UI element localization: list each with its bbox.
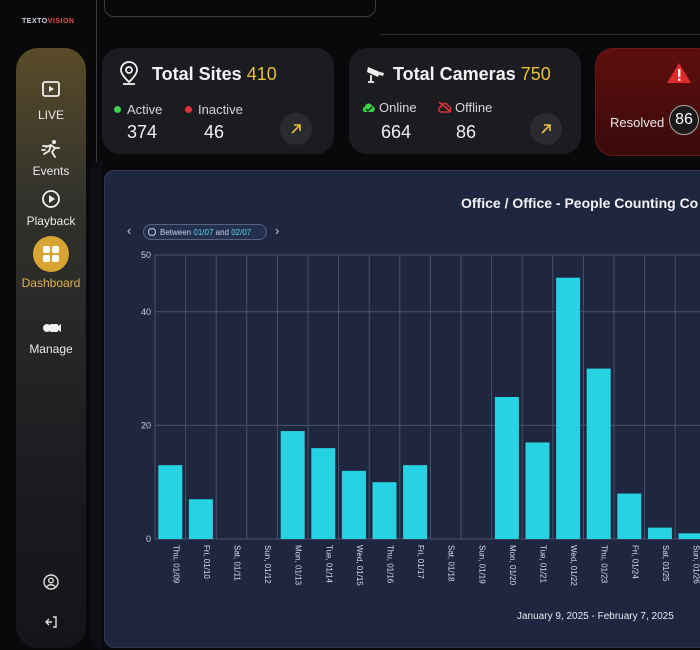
sidebar-item-label: Dashboard — [16, 276, 86, 290]
chart-date-range-footer: January 9, 2025 - February 7, 2025 — [517, 611, 674, 622]
logout-icon[interactable] — [43, 614, 59, 630]
sidebar: LIVE Events Playback — [16, 48, 86, 648]
alerts-card: Resolved 86 — [595, 48, 700, 156]
x-tick-label: Sun, 01/12 — [263, 545, 272, 584]
x-tick-label: Mon, 01/20 — [508, 545, 517, 586]
location-pin-icon — [118, 60, 140, 86]
offline-cameras-label-text: Offline — [455, 100, 492, 115]
chart-bar[interactable] — [311, 448, 335, 539]
panel-shadow — [90, 160, 102, 650]
x-tick-label: Wed, 01/15 — [355, 545, 364, 586]
chart-bar[interactable] — [617, 494, 641, 539]
x-tick-label: Thu, 01/09 — [171, 545, 180, 584]
active-sites-label: Active — [114, 102, 162, 117]
chart-bar[interactable] — [587, 369, 611, 539]
y-tick-label: 0 — [146, 534, 151, 544]
chart-bar[interactable] — [526, 442, 550, 539]
inactive-sites-label-text: Inactive — [198, 102, 243, 117]
x-tick-label: Wed, 01/22 — [569, 545, 578, 586]
active-sites-value: 374 — [127, 122, 157, 143]
active-sites-label-text: Active — [127, 102, 162, 117]
chart-bar[interactable] — [403, 465, 427, 539]
user-icon[interactable] — [43, 574, 59, 590]
sidebar-item-label: LIVE — [16, 108, 86, 122]
chart-bar[interactable] — [679, 533, 700, 539]
brand-logo-part2: VISION — [48, 18, 75, 25]
cctv-icon — [365, 60, 387, 86]
chart-panel: Office / Office - People Counting Co ‹ B… — [104, 170, 700, 648]
online-cameras-label-text: Online — [379, 100, 417, 115]
total-cameras-title: Total Cameras 750 — [393, 64, 551, 85]
offline-cameras-label: Offline — [437, 100, 492, 115]
x-tick-label: Thu, 01/23 — [600, 545, 609, 584]
total-cameras-label: Total Cameras — [393, 64, 516, 84]
arrow-up-right-icon — [540, 123, 552, 135]
sidebar-item-live[interactable]: LIVE — [16, 78, 86, 122]
offline-cameras-value: 86 — [456, 122, 476, 143]
camera-icon — [40, 316, 62, 338]
sites-open-button[interactable] — [280, 113, 312, 145]
active-dot-icon — [114, 106, 121, 113]
brand-logo-part1: TEXTO — [22, 18, 48, 25]
x-tick-label: Sun, 01/26 — [692, 545, 700, 584]
brand-logo: TEXTOVISION — [22, 18, 74, 25]
grid-icon — [33, 236, 69, 272]
y-tick-label: 20 — [141, 420, 151, 430]
cloud-online-icon — [361, 101, 377, 113]
sidebar-item-dashboard[interactable]: Dashboard — [16, 236, 86, 290]
top-search-bar[interactable] — [104, 0, 376, 17]
total-sites-title: Total Sites 410 — [152, 64, 277, 85]
x-tick-label: Sat, 01/11 — [233, 545, 242, 581]
cloud-offline-icon — [437, 101, 453, 113]
online-cameras-value: 664 — [381, 122, 411, 143]
x-tick-label: Sun, 01/19 — [477, 545, 486, 584]
sidebar-item-label: Playback — [16, 214, 86, 228]
chart-bar[interactable] — [556, 278, 580, 539]
inactive-sites-label: Inactive — [185, 102, 243, 117]
sidebar-item-label: Events — [16, 164, 86, 178]
online-cameras-label: Online — [361, 100, 417, 115]
sidebar-item-label: Manage — [16, 342, 86, 356]
people-count-chart: 0 20 40 50 Thu, 01/09 Fri, 01/10 Sat, 01/11 Sun… — [105, 171, 700, 647]
x-tick-label: Thu, 01/16 — [386, 545, 395, 584]
x-tick-label: Sat, 01/18 — [447, 545, 456, 582]
chart-bar[interactable] — [373, 482, 397, 539]
sidebar-item-events[interactable]: Events — [16, 138, 86, 178]
x-tick-label: Mon, 01/13 — [294, 545, 303, 586]
chart-bar[interactable] — [158, 465, 182, 539]
total-sites-card: Total Sites 410 Active 374 Inactive 46 — [102, 48, 334, 154]
arrow-up-right-icon — [290, 123, 302, 135]
resolved-value[interactable]: 86 — [669, 105, 699, 135]
chart-bar[interactable] — [495, 397, 519, 539]
chart-bar[interactable] — [281, 431, 305, 539]
x-tick-label: Fri, 01/24 — [630, 545, 639, 579]
resolved-label: Resolved — [610, 115, 664, 130]
x-tick-label: Sat, 01/25 — [661, 545, 670, 582]
y-tick-label: 40 — [141, 307, 151, 317]
chart-bar[interactable] — [342, 471, 366, 539]
chart-bar[interactable] — [189, 499, 213, 539]
x-tick-label: Tue, 01/21 — [539, 545, 548, 584]
total-sites-label: Total Sites — [152, 64, 242, 84]
total-cameras-count: 750 — [521, 64, 551, 84]
cameras-open-button[interactable] — [530, 113, 562, 145]
sidebar-item-manage[interactable]: Manage — [16, 316, 86, 356]
total-sites-count: 410 — [247, 64, 277, 84]
playback-icon — [40, 188, 62, 210]
x-tick-label: Tue, 01/14 — [324, 545, 333, 584]
x-tick-label: Fri, 01/17 — [416, 545, 425, 579]
total-cameras-card: Total Cameras 750 Online 664 Offline 86 — [349, 48, 581, 154]
top-divider — [96, 0, 97, 165]
play-icon — [40, 78, 62, 100]
chart-bar[interactable] — [648, 528, 672, 539]
header-divider — [380, 34, 700, 35]
x-tick-label: Fri, 01/10 — [202, 545, 211, 579]
running-person-icon — [40, 138, 62, 160]
inactive-sites-value: 46 — [204, 122, 224, 143]
y-tick-label: 50 — [141, 250, 151, 260]
warning-icon — [666, 61, 692, 85]
sidebar-item-playback[interactable]: Playback — [16, 188, 86, 228]
inactive-dot-icon — [185, 106, 192, 113]
